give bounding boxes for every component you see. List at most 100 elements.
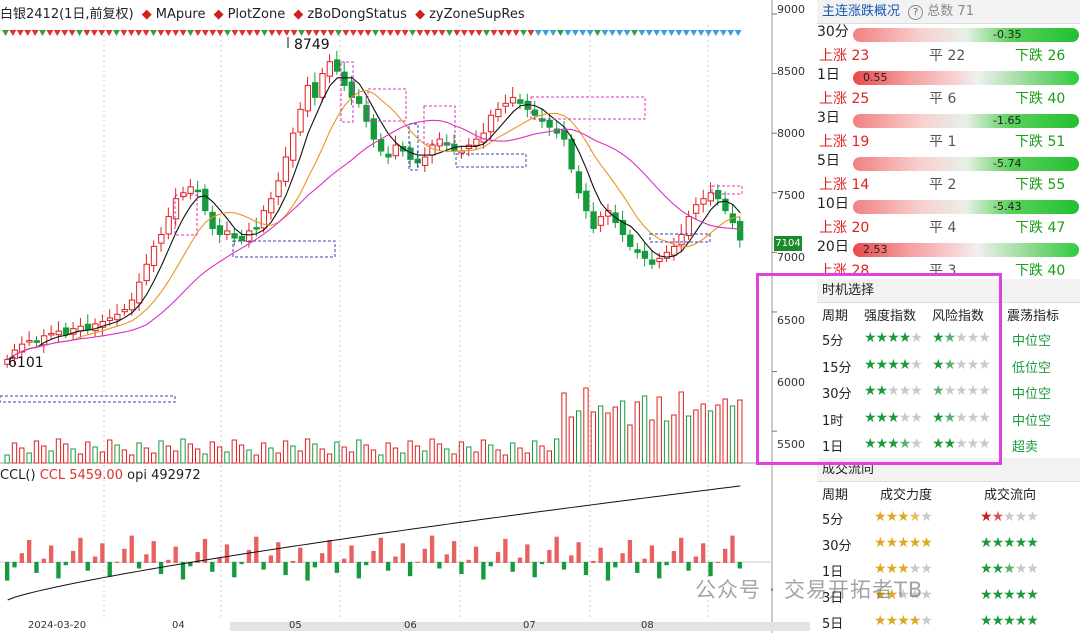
candle-body [392,144,399,157]
half-star-icon: ★ [943,330,957,346]
half-star-icon: ★ [943,409,957,426]
status-marker [460,30,468,36]
ma-line-10 [7,90,741,360]
candle-body [649,259,656,265]
status-marker [586,30,594,36]
timing-row[interactable]: 1时 ★★★★★ ★★★★★ 中位空 [822,410,1080,430]
period-label: 5日 [817,153,840,169]
indicator-bar [613,562,618,568]
legend-zyzonesupres[interactable]: zyZoneSupRes [429,7,525,22]
legend-zbodongstatus[interactable]: zBoDongStatus [307,7,407,22]
indicator-bar [664,562,669,566]
empty-star-icon: ★ [943,383,957,399]
status-marker [394,30,402,36]
volume-bar [495,449,501,464]
volume-bar [612,406,618,464]
legend-mapure[interactable]: MApure [155,7,206,22]
flow-row[interactable]: 3日 ★★★★★ ★★★★★ [822,587,1080,607]
volume-bar [392,447,399,464]
change-value: 0.55 [863,71,888,84]
timing-row[interactable]: 15分 ★★★★★ ★★★★★ 低位空 [822,357,1080,377]
overview-bar-row[interactable]: 30分 -0.35 [817,24,1080,46]
timing-row[interactable]: 5分 ★★★★★ ★★★★★ 中位空 [822,330,1080,350]
volume-bar [26,452,32,464]
flow-direction-stars: ★★★★★ [980,613,1039,629]
star-icon: ★ [864,409,877,426]
status-marker [46,30,54,36]
volume-bar [41,445,47,464]
status-marker [349,30,357,36]
change-value: -0.35 [993,28,1022,41]
overview-bar-row[interactable]: 10日 -5.43 [817,196,1080,218]
half-star-icon: ★ [991,509,1005,525]
status-marker [490,30,498,36]
overview-bar-row[interactable]: 1日 0.55 [817,67,1080,89]
candle-body [128,299,136,311]
empty-star-icon: ★ [908,561,922,577]
flow-row[interactable]: 1日 ★★★★★ ★★★★★ [822,561,1080,581]
indicator-bar [276,542,281,563]
strength-stars: ★★★★★ [864,409,923,426]
volume-bar [107,439,113,464]
flow-row[interactable]: 30分 ★★★★★ ★★★★★ [822,535,1080,555]
status-marker [201,30,209,36]
down-count: 下跌 40 [1015,263,1066,279]
volume-bar [216,446,223,464]
indicator-bar [429,535,435,563]
flow-row[interactable]: 5日 ★★★★★ ★★★★★ [822,613,1080,633]
indicator-bar [19,553,24,563]
indicator-bar [188,562,193,567]
empty-star-icon: ★ [910,436,923,452]
candle-body [84,323,92,331]
status-marker [705,30,712,36]
volume-bar [619,400,626,464]
indicator-bar [342,558,347,563]
status-marker [68,30,76,36]
legend-plotzone[interactable]: PlotZone [227,7,286,22]
volume-bar [55,438,62,464]
star-icon: ★ [875,330,889,346]
volume-bar [180,438,186,464]
status-marker [512,30,520,36]
up-count: 上涨 23 [819,48,870,64]
down-count: 下跌 55 [1015,177,1066,193]
up-count: 上涨 20 [819,220,870,236]
volume-bar [532,440,538,464]
volume-bar [268,447,274,464]
volume-bar [4,454,10,464]
status-marker [216,30,224,36]
status-marker [209,30,217,36]
overview-bar-row[interactable]: 20日 2.53 [817,239,1080,261]
indicator-bar [554,536,559,563]
candle-body [209,211,216,230]
star-icon: ★ [898,356,912,373]
star-icon: ★ [864,383,877,399]
help-icon[interactable]: ? [908,5,924,20]
timing-row[interactable]: 1日 ★★★★★ ★★★★★ 超卖 [822,436,1080,456]
volume-bar [224,451,230,464]
status-marker [253,30,261,36]
status-marker [623,30,631,36]
volume-bar [451,453,457,464]
flow-direction-stars: ★★★★★ [980,561,1039,577]
y-tick: 6000 [777,376,805,389]
candle-body [619,219,627,235]
volume-bar [121,449,128,464]
osc-value: 中位空 [1012,334,1052,349]
candle-body [531,109,539,116]
status-marker [364,30,372,36]
empty-star-icon: ★ [920,613,933,629]
flow-row[interactable]: 5分 ★★★★★ ★★★★★ [822,509,1080,529]
indicator-bar [495,552,501,563]
overview-bar-row[interactable]: 3日 -1.65 [817,110,1080,132]
status-marker [142,30,150,36]
timing-row[interactable]: 30分 ★★★★★ ★★★★★ 中位空 [822,383,1080,403]
empty-star-icon: ★ [1014,561,1028,577]
indicator-bar [129,535,134,563]
timing-title: 时机选择 [817,279,1080,303]
indicator-name[interactable]: CCL() [0,468,36,483]
indicator-bar [532,562,537,578]
overview-bar-row[interactable]: 5日 -5.74 [817,153,1080,175]
indicator-bar [312,562,318,568]
